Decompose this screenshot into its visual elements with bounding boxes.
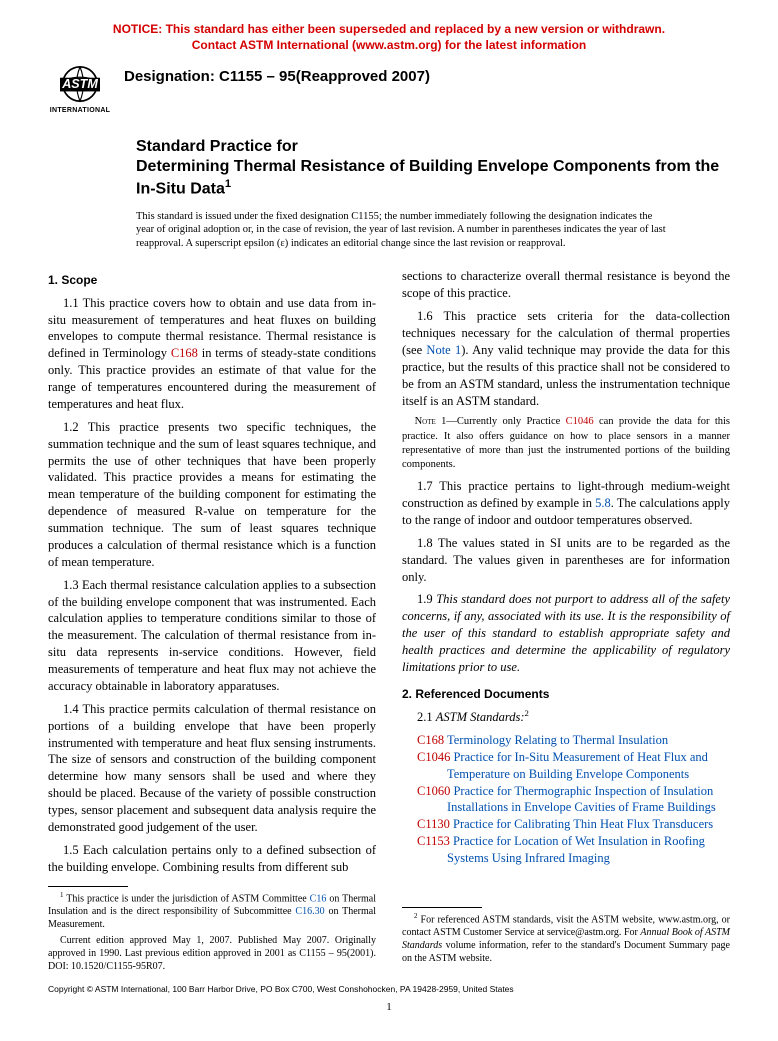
note-1: Note 1—Currently only Practice C1046 can… bbox=[402, 415, 730, 472]
para-1-5-cont: sections to characterize overall thermal… bbox=[402, 268, 730, 302]
body-columns: 1. Scope 1.1 This practice covers how to… bbox=[48, 268, 730, 975]
ref-item: C1130 Practice for Calibrating Thin Heat… bbox=[402, 816, 730, 833]
designation: Designation: C1155 – 95(Reapproved 2007) bbox=[124, 67, 430, 87]
para-1-8: 1.8 The values stated in SI units are to… bbox=[402, 535, 730, 586]
para-1-6: 1.6 This practice sets criteria for the … bbox=[402, 308, 730, 409]
ref-code[interactable]: C1060 bbox=[417, 784, 450, 798]
para-1-9: 1.9 This standard does not purport to ad… bbox=[402, 591, 730, 675]
withdrawal-notice: NOTICE: This standard has either been su… bbox=[48, 22, 730, 53]
link-c1046-note[interactable]: C1046 bbox=[566, 416, 594, 427]
astm-logo: ASTM INTERNATIONAL bbox=[48, 61, 112, 119]
para-1-2: 1.2 This practice presents two specific … bbox=[48, 419, 376, 571]
ref-title[interactable]: Practice for In-Situ Measurement of Heat… bbox=[447, 750, 708, 781]
logo-org-text: INTERNATIONAL bbox=[50, 106, 111, 115]
ref-item: C1060 Practice for Thermographic Inspect… bbox=[402, 783, 730, 817]
title-lead: Standard Practice for bbox=[136, 137, 730, 157]
link-note1[interactable]: Note 1 bbox=[426, 343, 461, 357]
ref-code[interactable]: C1046 bbox=[417, 750, 450, 764]
title-main-text: Determining Thermal Resistance of Buildi… bbox=[136, 158, 719, 197]
link-5-8[interactable]: 5.8 bbox=[595, 496, 611, 510]
ref-item: C168 Terminology Relating to Thermal Ins… bbox=[402, 732, 730, 749]
ref-title[interactable]: Practice for Calibrating Thin Heat Flux … bbox=[453, 817, 713, 831]
para-1-4: 1.4 This practice permits calculation of… bbox=[48, 701, 376, 836]
para-1-7: 1.7 This practice pertains to light-thro… bbox=[402, 478, 730, 529]
astm-logo-icon: ASTM bbox=[51, 64, 109, 104]
ref-item: C1153 Practice for Location of Wet Insul… bbox=[402, 833, 730, 867]
fn2-b: volume information, refer to the standar… bbox=[402, 940, 730, 964]
note-1-lead: Note 1— bbox=[415, 416, 457, 427]
header: ASTM INTERNATIONAL Designation: C1155 – … bbox=[48, 61, 730, 119]
copyright: Copyright © ASTM International, 100 Barr… bbox=[48, 984, 514, 995]
title-block: Standard Practice for Determining Therma… bbox=[136, 137, 730, 199]
footnote-1: 1 This practice is under the jurisdictio… bbox=[48, 891, 376, 931]
footnote-2: 2 For referenced ASTM standards, visit t… bbox=[402, 912, 730, 965]
notice-line-2: Contact ASTM International (www.astm.org… bbox=[48, 38, 730, 54]
footnote-left: 1 This practice is under the jurisdictio… bbox=[48, 891, 376, 973]
para-1-9-text: This standard does not purport to addres… bbox=[402, 592, 730, 674]
issuance-note: This standard is issued under the fixed … bbox=[136, 210, 730, 251]
notice-line-1: NOTICE: This standard has either been su… bbox=[48, 22, 730, 38]
fn1-a: This practice is under the jurisdiction … bbox=[64, 893, 310, 904]
ref-code[interactable]: C1153 bbox=[417, 834, 450, 848]
refs-heading: 2. Referenced Documents bbox=[402, 686, 730, 702]
para-1-1: 1.1 This practice covers how to obtain a… bbox=[48, 295, 376, 413]
ref-code[interactable]: C1130 bbox=[417, 817, 450, 831]
footnote-rule-right bbox=[402, 907, 482, 908]
refs-subhead: 2.1 ASTM Standards:2 bbox=[402, 708, 730, 726]
ref-code[interactable]: C168 bbox=[417, 733, 444, 747]
ref-title[interactable]: Practice for Thermographic Inspection of… bbox=[447, 784, 716, 815]
para-1-3: 1.3 Each thermal resistance calculation … bbox=[48, 577, 376, 695]
ref-list: C168 Terminology Relating to Thermal Ins… bbox=[402, 732, 730, 867]
footnote-right: 2 For referenced ASTM standards, visit t… bbox=[402, 912, 730, 965]
footnote-rule-left bbox=[48, 886, 128, 887]
title-main: Determining Thermal Resistance of Buildi… bbox=[136, 157, 730, 199]
link-c1630-subcommittee[interactable]: C16.30 bbox=[295, 906, 324, 917]
footnote-1-edition: Current edition approved May 1, 2007. Pu… bbox=[48, 934, 376, 973]
title-superscript: 1 bbox=[225, 178, 231, 190]
scope-heading: 1. Scope bbox=[48, 272, 376, 288]
link-c16-committee[interactable]: C16 bbox=[310, 893, 327, 904]
link-c168[interactable]: C168 bbox=[171, 346, 198, 360]
para-1-5: 1.5 Each calculation pertains only to a … bbox=[48, 842, 376, 876]
refs-subhead-text: ASTM Standards: bbox=[436, 710, 525, 724]
ref-title[interactable]: Terminology Relating to Thermal Insulati… bbox=[447, 733, 668, 747]
refs-subhead-sup: 2 bbox=[525, 708, 529, 718]
ref-item: C1046 Practice for In-Situ Measurement o… bbox=[402, 749, 730, 783]
page: NOTICE: This standard has either been su… bbox=[0, 0, 778, 1041]
ref-title[interactable]: Practice for Location of Wet Insulation … bbox=[447, 834, 705, 865]
note-1-a: Currently only Practice bbox=[457, 416, 566, 427]
svg-text:ASTM: ASTM bbox=[61, 77, 98, 91]
page-number: 1 bbox=[0, 1000, 778, 1015]
refs-subhead-num: 2.1 bbox=[417, 710, 436, 724]
